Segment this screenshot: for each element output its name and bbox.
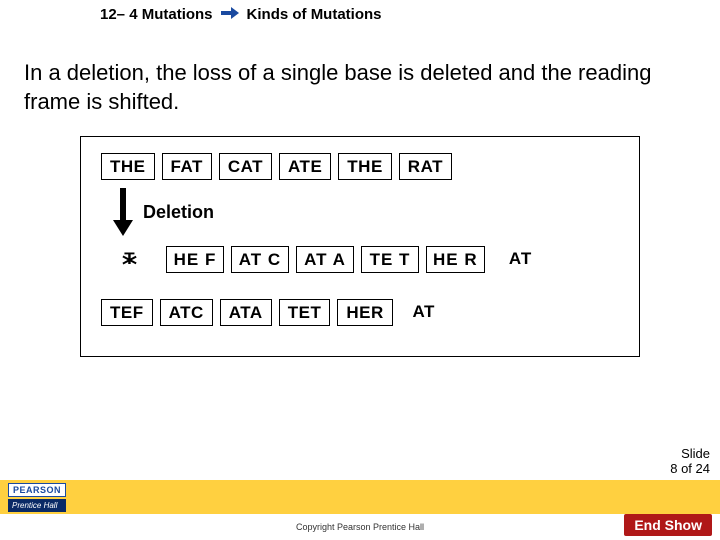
logo-prentice-hall: Prentice Hall xyxy=(8,499,66,512)
codon-cell: HE F xyxy=(166,246,224,273)
codon-cell: HER xyxy=(337,299,392,326)
deletion-diagram: THE FAT CAT ATE THE RAT Deletion T HE F … xyxy=(80,136,640,357)
slide-header: 12– 4 Mutations Kinds of Mutations xyxy=(0,0,720,29)
codon-cell: TEF xyxy=(101,299,153,326)
sequence-row-shifted: T HE F AT C AT A TE T HE R AT xyxy=(101,246,623,273)
copyright-text: Copyright Pearson Prentice Hall xyxy=(296,522,424,532)
codon-cell: CAT xyxy=(219,153,272,180)
codon-cell: TE T xyxy=(361,246,419,273)
codon-cell: RAT xyxy=(399,153,452,180)
sequence-row-original: THE FAT CAT ATE THE RAT xyxy=(101,153,623,180)
arrow-right-icon xyxy=(221,6,239,23)
deletion-indicator: Deletion xyxy=(113,188,623,236)
topic-label: Kinds of Mutations xyxy=(247,6,382,23)
down-arrow-icon xyxy=(113,188,133,236)
codon-cell: AT xyxy=(492,246,550,273)
logo-pearson: PEARSON xyxy=(8,483,66,497)
footer-strip xyxy=(0,480,720,514)
deleted-base: T xyxy=(101,246,159,273)
publisher-logo: PEARSON Prentice Hall xyxy=(8,483,66,512)
slide-number: 8 of 24 xyxy=(670,462,710,476)
codon-cell: TET xyxy=(279,299,331,326)
slide-counter: Slide 8 of 24 xyxy=(670,447,710,476)
codon-cell: THE xyxy=(101,153,155,180)
codon-cell: THE xyxy=(338,153,392,180)
section-label: 12– 4 Mutations xyxy=(100,6,213,23)
codon-cell: AT C xyxy=(231,246,289,273)
sequence-row-result: TEF ATC ATA TET HER AT xyxy=(101,299,623,326)
codon-cell: AT A xyxy=(296,246,354,273)
deletion-label: Deletion xyxy=(143,202,214,223)
body-text: In a deletion, the loss of a single base… xyxy=(0,29,720,126)
codon-cell: ATC xyxy=(160,299,213,326)
end-show-button[interactable]: End Show xyxy=(624,514,712,536)
slide-label: Slide xyxy=(670,447,710,461)
codon-cell: FAT xyxy=(162,153,212,180)
codon-cell: AT xyxy=(400,299,448,326)
codon-cell: HE R xyxy=(426,246,485,273)
codon-cell: ATE xyxy=(279,153,331,180)
codon-cell: ATA xyxy=(220,299,272,326)
